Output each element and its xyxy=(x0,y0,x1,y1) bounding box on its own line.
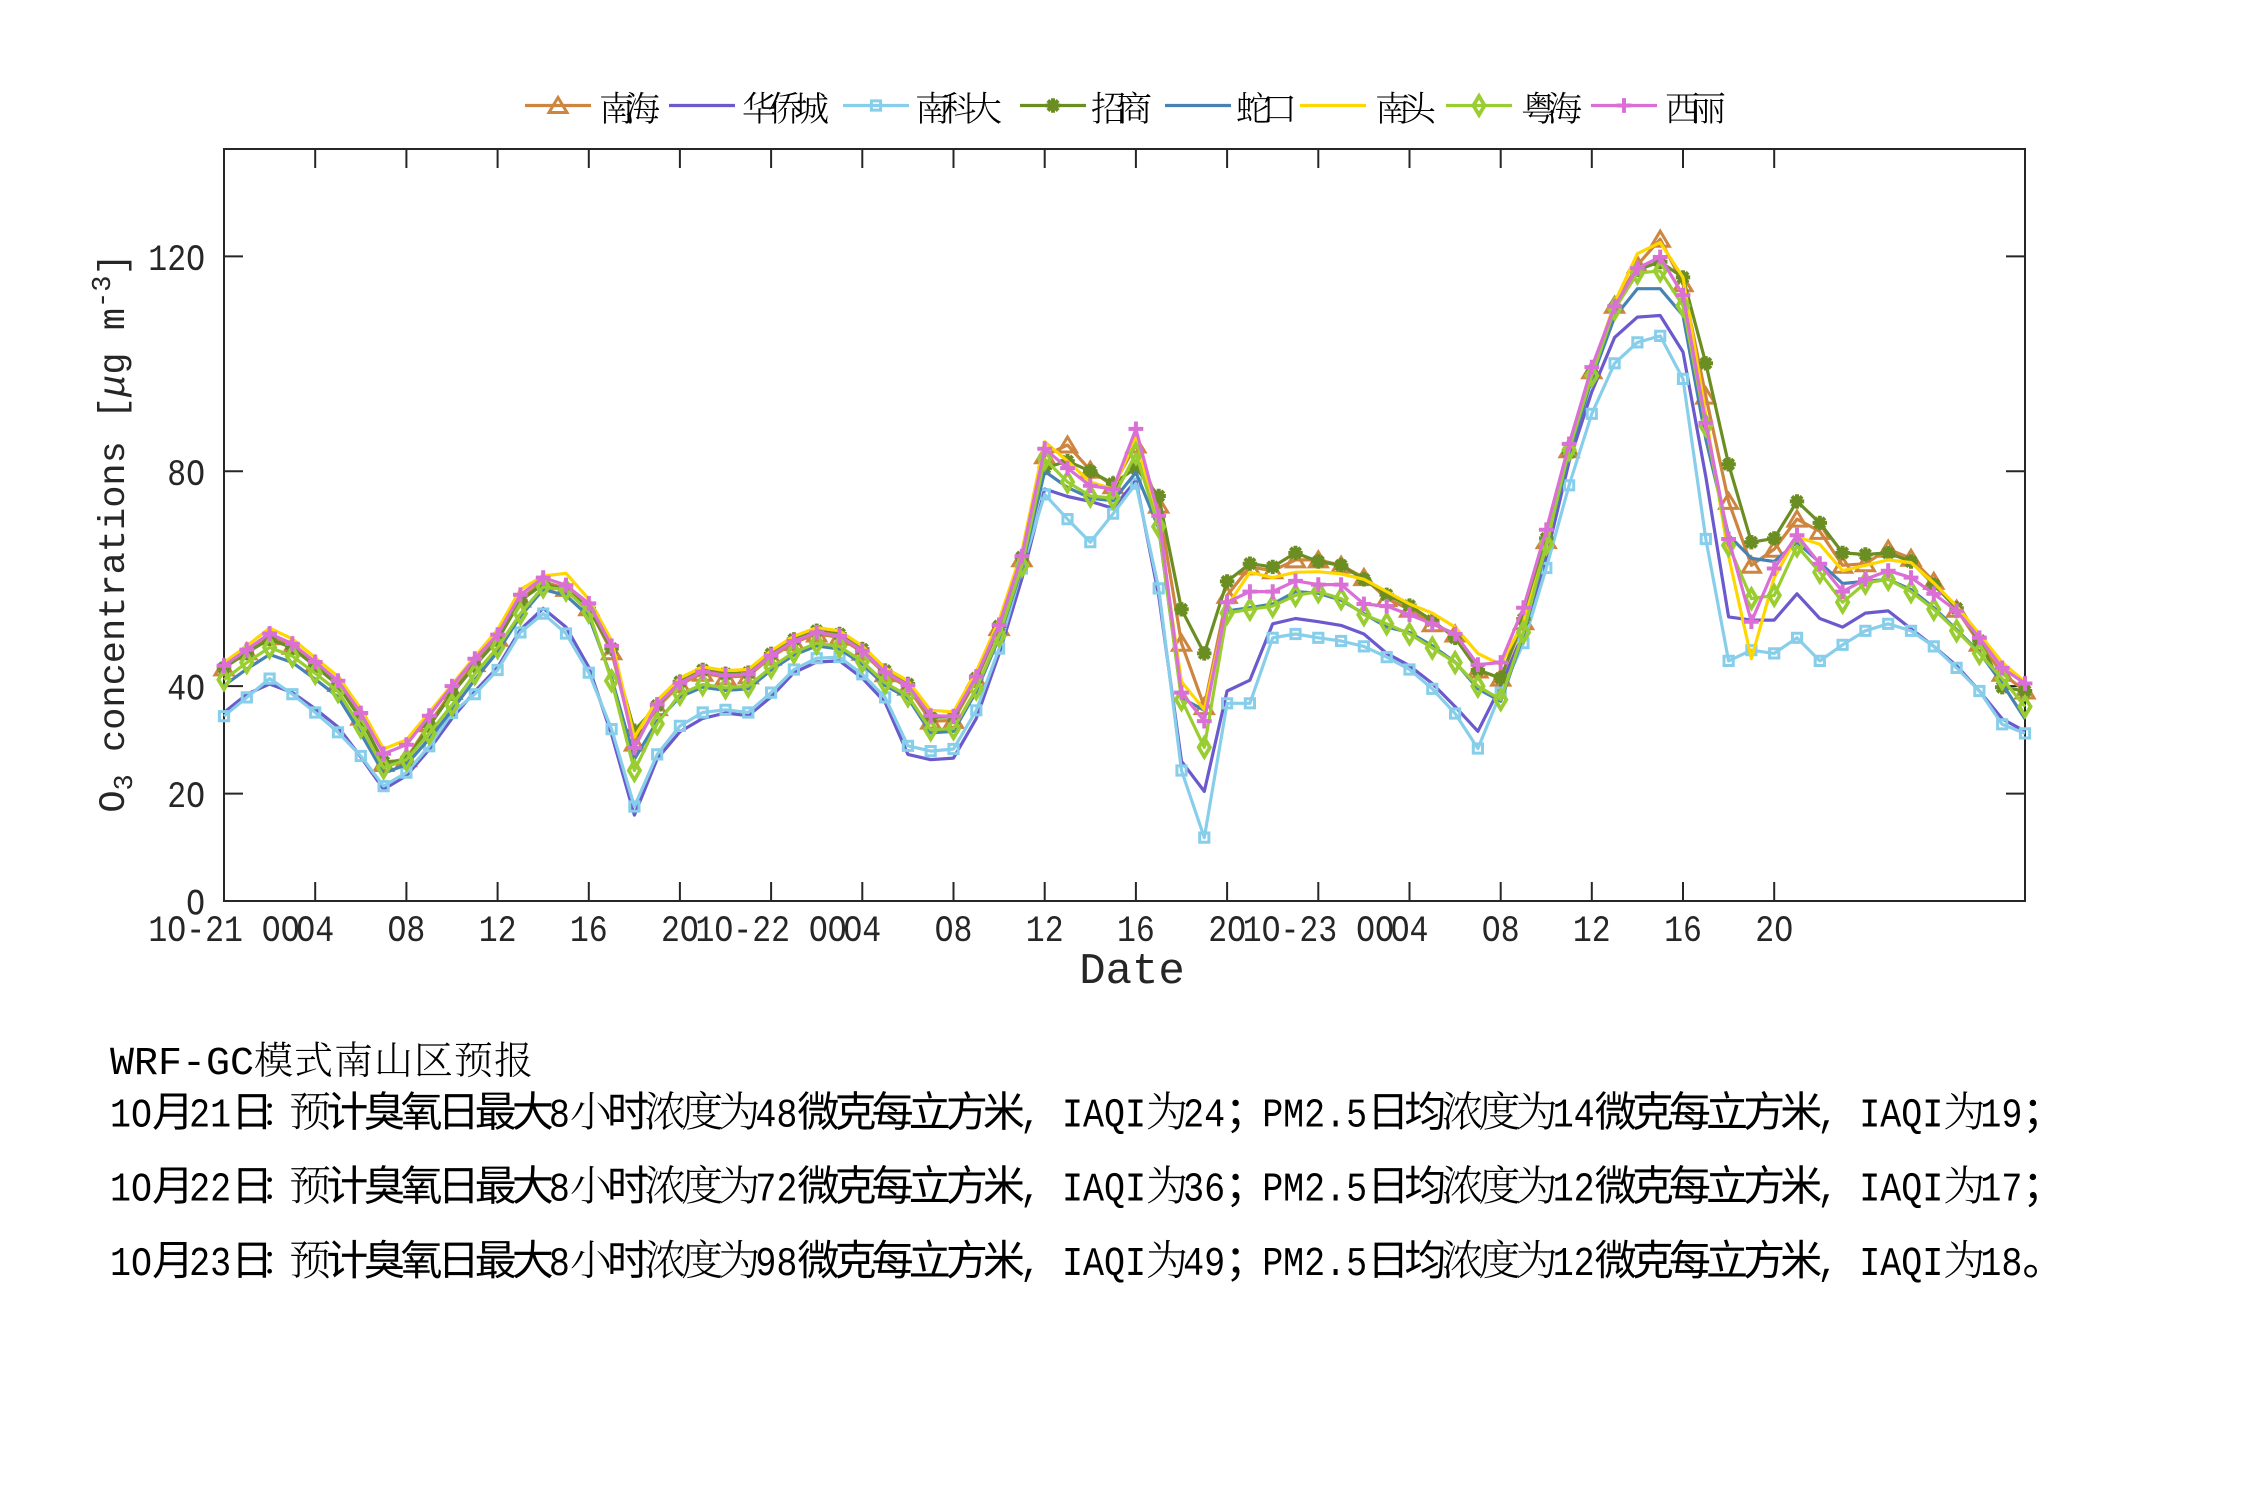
svg-text:O4: O4 xyxy=(1391,911,1429,953)
svg-text:O4: O4 xyxy=(843,911,881,953)
svg-text:, IAQI: , IAQI xyxy=(1020,1094,1146,1140)
svg-text:12: 12 xyxy=(1553,1168,1595,1214)
svg-text:22: 22 xyxy=(189,1168,231,1214)
svg-text:1O-23 OO: 1O-23 OO xyxy=(1243,911,1394,953)
svg-text:1O: 1O xyxy=(110,1094,152,1140)
svg-text:2O: 2O xyxy=(1755,911,1793,953)
svg-text:4O: 4O xyxy=(167,670,205,712)
svg-text:19: 19 xyxy=(1980,1094,2022,1140)
svg-text:23: 23 xyxy=(189,1242,231,1288)
svg-text:12: 12 xyxy=(1553,1242,1595,1288)
svg-text:8: 8 xyxy=(549,1168,570,1214)
svg-text:8: 8 xyxy=(549,1242,570,1288)
svg-text:16: 16 xyxy=(1664,911,1702,953)
svg-text:36: 36 xyxy=(1183,1168,1225,1214)
svg-text:2O: 2O xyxy=(167,777,205,819)
svg-text:12O: 12O xyxy=(148,240,205,282)
svg-text:8: 8 xyxy=(549,1094,570,1140)
svg-text:O: O xyxy=(186,885,205,927)
svg-text:2O: 2O xyxy=(1208,911,1246,953)
svg-text:Date: Date xyxy=(1079,947,1185,997)
svg-text:16: 16 xyxy=(570,911,608,953)
svg-text:O8: O8 xyxy=(1482,911,1520,953)
svg-text:O8: O8 xyxy=(388,911,426,953)
svg-text:49: 49 xyxy=(1183,1242,1225,1288)
svg-text:1O: 1O xyxy=(110,1242,152,1288)
svg-text:, IAQI: , IAQI xyxy=(1817,1168,1943,1214)
svg-text:O4: O4 xyxy=(296,911,334,953)
svg-text:PM2.5: PM2.5 xyxy=(1262,1094,1367,1140)
svg-text:1O-21 OO: 1O-21 OO xyxy=(148,911,299,953)
svg-text:17: 17 xyxy=(1980,1168,2022,1214)
svg-text:1O-22 OO: 1O-22 OO xyxy=(696,911,847,953)
svg-text:24: 24 xyxy=(1183,1094,1225,1140)
svg-text:16: 16 xyxy=(1117,911,1155,953)
svg-text:18: 18 xyxy=(1980,1242,2022,1288)
svg-text:O3 concentrations [μg m-3]: O3 concentrations [μg m-3] xyxy=(89,253,141,812)
svg-text:72: 72 xyxy=(755,1168,797,1214)
svg-text:8O: 8O xyxy=(167,455,205,497)
svg-text:21: 21 xyxy=(189,1094,231,1140)
svg-text:12: 12 xyxy=(1573,911,1611,953)
svg-text:98: 98 xyxy=(755,1242,797,1288)
svg-text:, IAQI: , IAQI xyxy=(1020,1168,1146,1214)
svg-text:, IAQI: , IAQI xyxy=(1020,1242,1146,1288)
svg-text:12: 12 xyxy=(479,911,517,953)
svg-text:PM2.5: PM2.5 xyxy=(1262,1168,1367,1214)
svg-text:O8: O8 xyxy=(935,911,973,953)
svg-text:1O: 1O xyxy=(110,1168,152,1214)
svg-text:14: 14 xyxy=(1553,1094,1595,1140)
svg-text:PM2.5: PM2.5 xyxy=(1262,1242,1367,1288)
svg-text:WRF-GC: WRF-GC xyxy=(110,1042,254,1087)
svg-text:, IAQI: , IAQI xyxy=(1817,1242,1943,1288)
svg-text:2O: 2O xyxy=(661,911,699,953)
svg-text:12: 12 xyxy=(1026,911,1064,953)
svg-text:, IAQI: , IAQI xyxy=(1817,1094,1943,1140)
svg-text:48: 48 xyxy=(755,1094,797,1140)
